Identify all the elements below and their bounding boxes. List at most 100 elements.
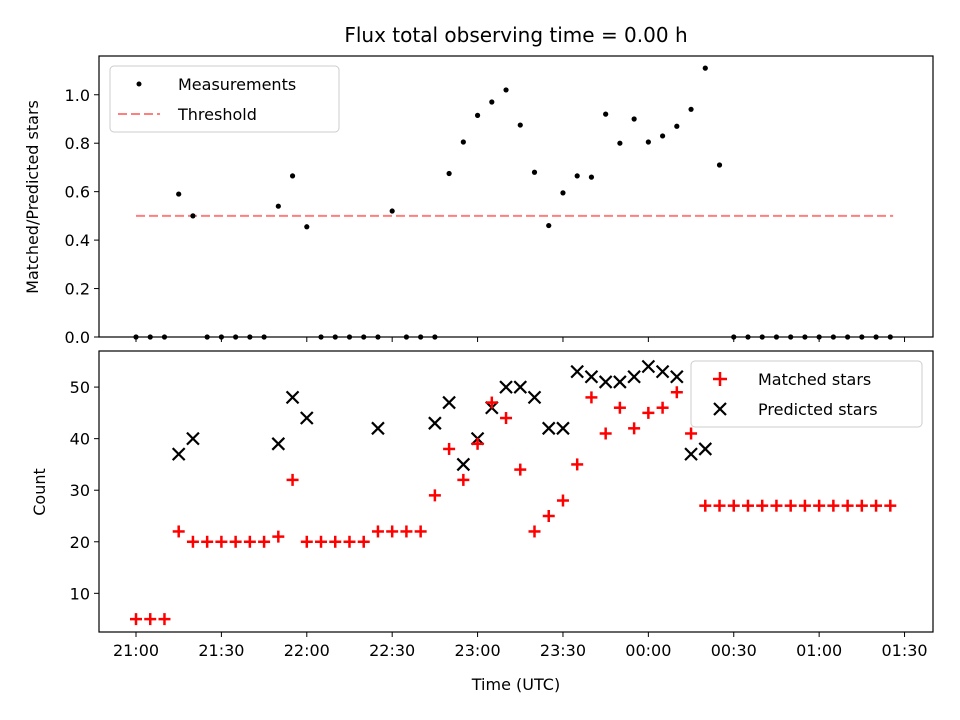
matched-stars-point	[144, 613, 157, 626]
predicted-stars-point	[627, 370, 641, 384]
predicted-stars-point	[285, 390, 300, 405]
matched-stars-point	[784, 499, 797, 512]
matched-stars-point	[272, 530, 285, 543]
measurement-point	[161, 334, 168, 340]
matched-stars-point	[386, 525, 399, 538]
predicted-stars-point	[598, 375, 613, 389]
measurement-point	[432, 334, 438, 340]
matched-stars-point	[243, 535, 256, 548]
measurement-point	[560, 190, 566, 196]
predicted-stars-point	[698, 442, 713, 456]
measurement-point	[190, 213, 196, 219]
matched-stars-point	[514, 463, 527, 476]
predicted-stars-point	[556, 421, 570, 436]
top-y-tick-label: 0.6	[65, 183, 90, 202]
measurement-point	[361, 334, 367, 340]
measurement-point	[489, 99, 495, 105]
matched-stars-point	[741, 499, 754, 512]
matched-stars-point	[699, 499, 712, 512]
legend-predicted-marker	[713, 402, 727, 416]
measurement-point	[574, 173, 580, 179]
measurement-point	[503, 87, 509, 93]
measurement-point	[147, 334, 153, 340]
bottom-y-tick-label: 20	[70, 533, 90, 552]
bottom-y-tick-label: 30	[70, 481, 90, 500]
measurement-point	[460, 139, 466, 145]
measurement-point	[773, 334, 780, 340]
matched-stars-point	[870, 499, 883, 512]
matched-stars-point	[628, 422, 641, 435]
predicted-stars-point	[684, 447, 698, 461]
measurement-point	[403, 334, 410, 340]
measurement-point	[176, 191, 182, 197]
predicted-stars-series	[171, 359, 713, 472]
measurement-point	[474, 112, 481, 118]
predicted-stars-point	[171, 447, 186, 461]
matched-stars-point	[428, 489, 441, 502]
measurement-point	[759, 334, 765, 340]
measurement-point	[588, 174, 595, 180]
matched-stars-point	[613, 401, 626, 414]
predicted-stars-point	[456, 457, 471, 472]
measurement-point	[645, 139, 651, 145]
measurement-point	[659, 133, 666, 139]
measurement-point	[716, 162, 723, 168]
matched-stars-point	[855, 499, 868, 512]
x-tick-label: 01:00	[796, 641, 842, 660]
matched-stars-point	[500, 412, 513, 425]
matched-stars-point	[457, 473, 470, 486]
measurement-point	[218, 334, 224, 340]
measurement-point	[275, 203, 281, 209]
matched-stars-point	[158, 613, 171, 626]
measurement-point	[859, 334, 865, 340]
matched-stars-point	[400, 525, 413, 538]
measurement-point	[830, 334, 836, 340]
measurement-point	[375, 334, 381, 340]
top-y-tick-label: 0.2	[65, 280, 90, 299]
measurement-point	[332, 334, 338, 340]
matched-stars-point	[357, 535, 370, 548]
measurement-point	[702, 65, 708, 71]
top-y-tick-label: 0.4	[65, 231, 90, 250]
predicted-stars-point	[570, 364, 584, 379]
matched-stars-point	[186, 535, 199, 548]
bottom-axes-frame	[98, 350, 934, 633]
chart-title: Flux total observing time = 0.00 h	[344, 23, 687, 47]
x-tick-label: 21:00	[113, 641, 159, 660]
top-legend-box	[109, 65, 340, 133]
x-tick-label: 21:30	[198, 641, 244, 660]
predicted-stars-point	[527, 390, 542, 405]
measurement-point	[802, 334, 808, 340]
matched-stars-point	[329, 535, 342, 548]
measurement-point	[631, 116, 637, 122]
predicted-stars-point	[584, 370, 599, 384]
matched-stars-point	[371, 525, 384, 538]
matched-stars-point	[130, 613, 143, 626]
measurement-point	[887, 334, 893, 340]
measurement-point	[418, 334, 424, 340]
predicted-stars-point	[513, 380, 528, 394]
bottom-legend-box	[690, 360, 923, 428]
x-tick-label: 23:00	[455, 641, 501, 660]
legend-predicted-label: Predicted stars	[758, 400, 878, 419]
x-axis-label: Time (UTC)	[471, 675, 560, 694]
x-tick-label: 01:30	[881, 641, 927, 660]
matched-stars-point	[172, 525, 185, 538]
legend-matched-label: Matched stars	[758, 370, 871, 389]
predicted-stars-point	[613, 375, 627, 389]
measurement-point	[247, 334, 253, 340]
predicted-stars-point	[670, 370, 684, 384]
measurement-point	[617, 140, 623, 146]
measurement-point	[745, 334, 751, 340]
measurement-point	[546, 222, 552, 229]
matched-stars-point	[827, 499, 840, 512]
matched-stars-point	[841, 499, 854, 512]
predicted-stars-point	[428, 416, 442, 430]
top-y-tick-label: 0.0	[65, 328, 90, 347]
matched-stars-point	[229, 535, 242, 548]
top-axes-frame	[98, 55, 934, 338]
matched-stars-point	[485, 396, 498, 409]
matched-stars-point	[813, 499, 826, 512]
predicted-stars-point	[442, 395, 456, 410]
